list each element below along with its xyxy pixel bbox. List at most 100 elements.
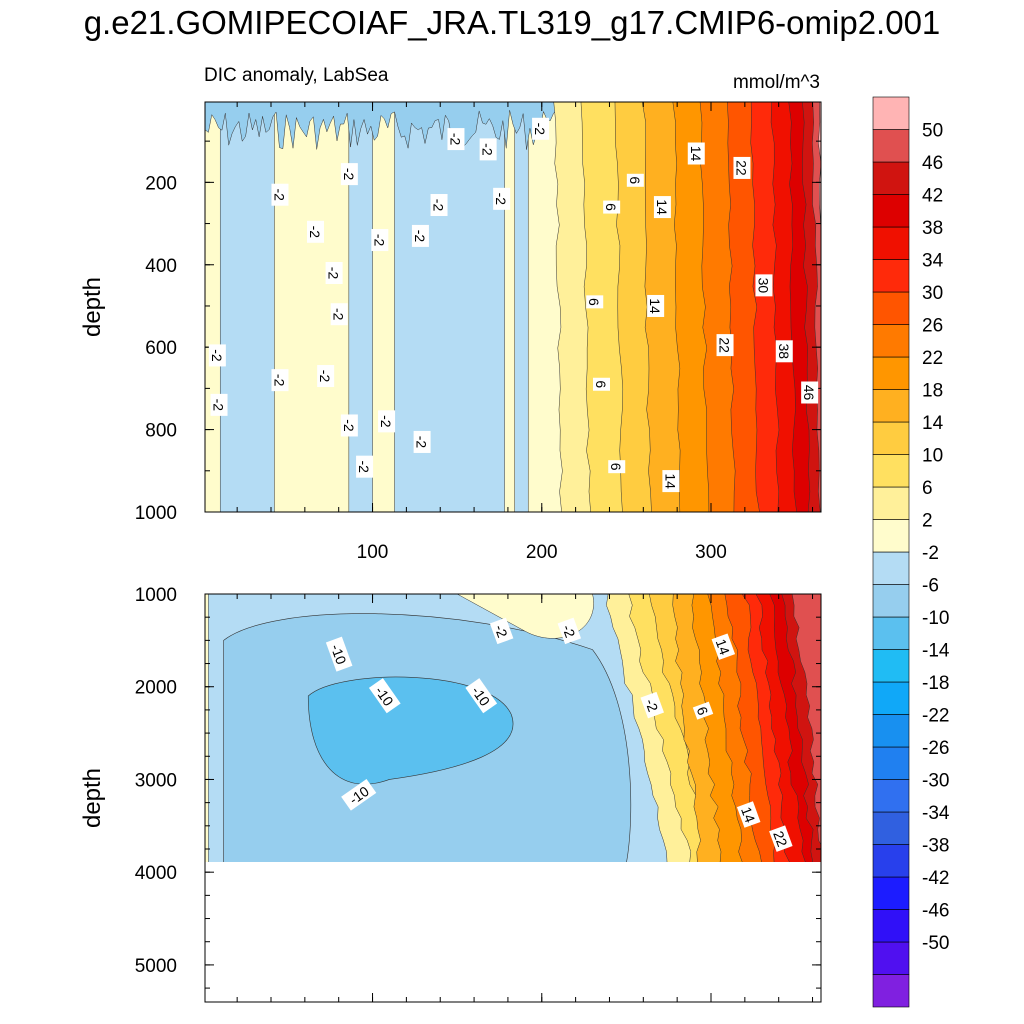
svg-text:-2: -2 xyxy=(412,230,428,243)
colorbar-tick-label: 34 xyxy=(922,251,944,272)
colorbar-swatch xyxy=(872,974,910,1008)
contour-label: 22 xyxy=(716,334,734,357)
contour-label: 6 xyxy=(692,701,714,720)
contour-label: -2 xyxy=(271,183,289,206)
contour-label: 22 xyxy=(769,825,793,852)
svg-text:-2: -2 xyxy=(209,349,225,362)
svg-text:6: 6 xyxy=(586,298,602,306)
colorbar-swatch xyxy=(872,454,910,488)
colorbar-tick-label: 42 xyxy=(922,186,943,207)
contour-label: 14 xyxy=(736,801,761,828)
svg-text:-2: -2 xyxy=(378,415,394,428)
svg-text:6: 6 xyxy=(608,463,624,471)
colorbar-swatch xyxy=(872,519,910,553)
colorbar-swatch xyxy=(872,746,910,780)
svg-text:-2: -2 xyxy=(493,193,509,206)
colorbar-swatch xyxy=(872,584,910,618)
contour-label: 14 xyxy=(647,294,665,317)
colorbar-tick-label: 50 xyxy=(922,121,943,142)
surface-anomaly xyxy=(205,102,593,150)
colorbar-tick-label: -22 xyxy=(922,706,949,727)
contour-label: -2 xyxy=(447,128,465,151)
anomaly-band-1 xyxy=(348,102,373,512)
warm-band-11 xyxy=(812,102,821,512)
colorbar-swatch xyxy=(872,129,910,163)
colorbar-tick-label: 2 xyxy=(922,511,933,532)
contour-label: -2 xyxy=(356,455,374,478)
contour-label: 6 xyxy=(608,460,626,474)
contour-label: 14 xyxy=(687,142,705,165)
svg-text:-2: -2 xyxy=(447,133,463,146)
colorbar-swatch xyxy=(872,194,910,228)
colorbar-tick-label: -14 xyxy=(922,641,950,662)
contour-label: 6 xyxy=(626,173,644,187)
colorbar-swatch xyxy=(872,161,910,195)
colorbar-swatch xyxy=(872,96,910,130)
colorbar-swatch xyxy=(872,811,910,845)
contour-label: -10 xyxy=(325,636,353,672)
svg-text:-2: -2 xyxy=(371,234,387,247)
svg-text:46: 46 xyxy=(801,385,817,401)
colorbar-swatch xyxy=(872,876,910,910)
contour-label: 14 xyxy=(711,633,736,660)
panel-left-title: DIC anomaly, LabSea xyxy=(204,65,389,86)
contour-label: 6 xyxy=(603,200,621,214)
colorbar-tick-label: -42 xyxy=(922,868,949,889)
deep-warm-band-11 xyxy=(791,594,821,846)
colorbar-swatch xyxy=(872,324,910,358)
colorbar-tick-label: 14 xyxy=(922,413,944,434)
colorbar-swatch xyxy=(872,941,910,975)
colorbar-swatch xyxy=(872,681,910,715)
colorbar-tick-label: -10 xyxy=(922,608,949,629)
lower-y-tick-label: 4000 xyxy=(135,863,177,884)
svg-text:38: 38 xyxy=(776,344,792,360)
contour-label: -2 xyxy=(317,365,335,388)
contour-label: -2 xyxy=(340,163,358,186)
upper-y-tick-label: 200 xyxy=(145,173,177,194)
chart-title: g.e21.GOMIPECOIAF_JRA.TL319_g17.CMIP6-om… xyxy=(83,4,941,41)
svg-text:-2: -2 xyxy=(480,143,496,156)
svg-text:-2: -2 xyxy=(341,419,357,432)
colorbar-swatch xyxy=(872,844,910,878)
svg-text:6: 6 xyxy=(627,176,643,184)
upper-y-tick-label: 1000 xyxy=(135,503,177,524)
contour-label: -2 xyxy=(325,262,343,285)
svg-text:6: 6 xyxy=(593,380,609,388)
svg-text:14: 14 xyxy=(738,805,758,825)
contour-label: 14 xyxy=(653,196,671,219)
colorbar-swatch xyxy=(872,356,910,390)
colorbar-tick-label: 26 xyxy=(922,316,943,337)
svg-text:22: 22 xyxy=(770,829,790,849)
svg-text:22: 22 xyxy=(733,160,749,176)
svg-text:-2: -2 xyxy=(271,374,287,387)
colorbar-tick-label: -18 xyxy=(922,673,949,694)
upper-y-axis-label: depth xyxy=(79,277,106,337)
colorbar-swatch xyxy=(872,226,910,260)
svg-text:-2: -2 xyxy=(414,436,430,449)
colorbar-swatch xyxy=(872,389,910,423)
lower-plot-frame xyxy=(204,593,822,1003)
contour-label: -2 xyxy=(557,617,582,645)
upper-plot-frame xyxy=(204,101,822,513)
contour-label: -2 xyxy=(532,117,550,140)
contour-label: -2 xyxy=(479,138,497,161)
svg-text:-2: -2 xyxy=(211,399,227,412)
colorbar-swatch xyxy=(872,291,910,325)
contour-label: -2 xyxy=(413,430,431,453)
contour-label: -2 xyxy=(640,691,664,719)
colorbar: 50 46 42 38 34 30 26 22 18 14 10 6 2 -2 -6 -10 -14 -18 -22… xyxy=(872,96,950,1008)
svg-text:14: 14 xyxy=(713,637,733,657)
colorbar-swatch xyxy=(872,779,910,813)
lower-y-tick-label: 3000 xyxy=(135,770,177,791)
colorbar-tick-label: 46 xyxy=(922,153,943,174)
colorbar-tick-label: -2 xyxy=(922,543,939,564)
upper-x-tick-label: 300 xyxy=(695,542,727,563)
colorbar-tick-label: 18 xyxy=(922,381,943,402)
contour-label: -2 xyxy=(430,194,448,217)
svg-text:-2: -2 xyxy=(271,188,287,201)
colorbar-swatch xyxy=(872,551,910,585)
colorbar-tick-label: 6 xyxy=(922,478,933,499)
contour-label: 6 xyxy=(593,377,610,391)
svg-text:-2: -2 xyxy=(326,267,342,280)
